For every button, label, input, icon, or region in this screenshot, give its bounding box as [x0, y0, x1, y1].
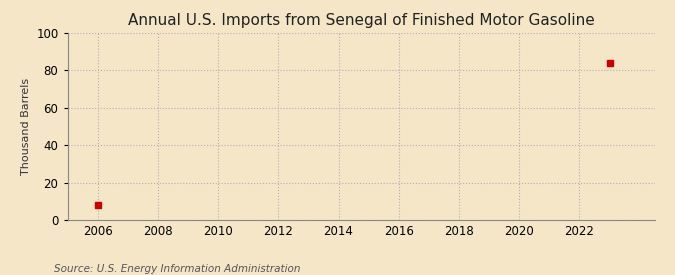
Text: Source: U.S. Energy Information Administration: Source: U.S. Energy Information Administ…	[54, 264, 300, 274]
Y-axis label: Thousand Barrels: Thousand Barrels	[21, 78, 30, 175]
Title: Annual U.S. Imports from Senegal of Finished Motor Gasoline: Annual U.S. Imports from Senegal of Fini…	[128, 13, 595, 28]
